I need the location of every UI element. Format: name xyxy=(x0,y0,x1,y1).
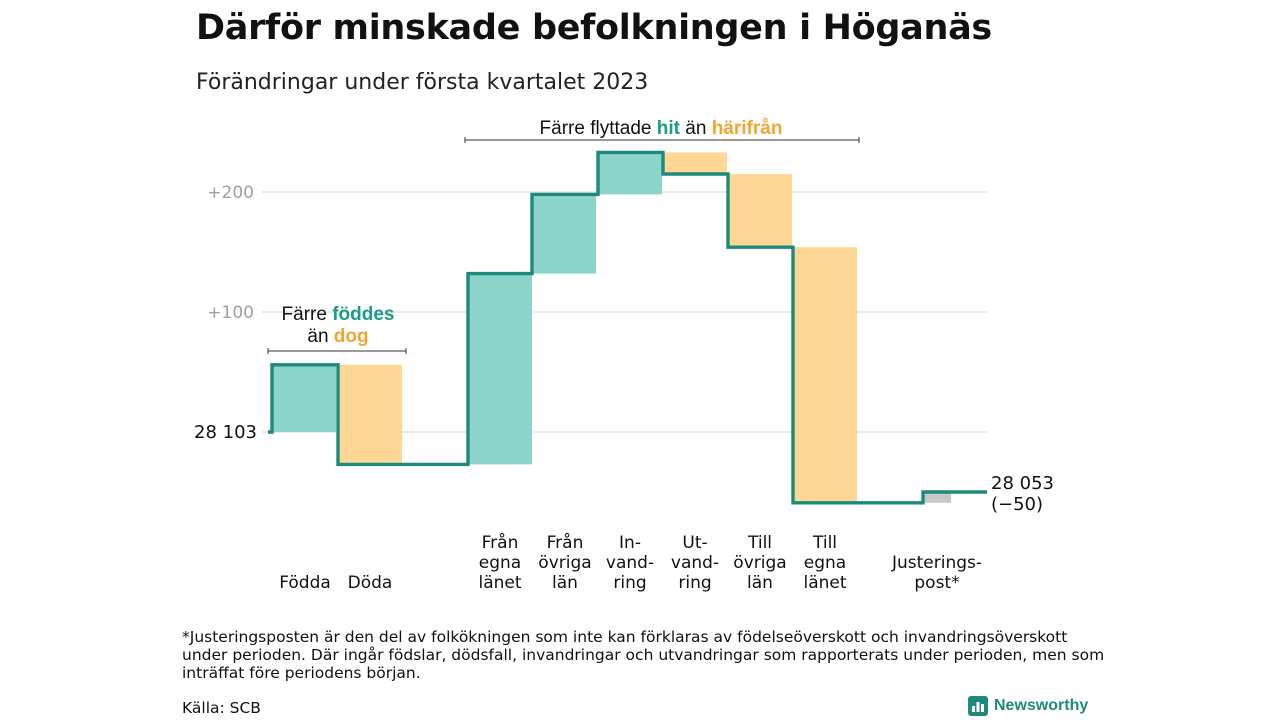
annotation-births-deaths: än dog xyxy=(307,326,368,347)
bar-loss xyxy=(793,247,857,503)
annotation-keyword: härifrån xyxy=(712,118,783,139)
category-label: ring xyxy=(678,573,711,593)
footnote: *Justeringsposten är den del av folkökni… xyxy=(182,628,1105,682)
category-label: Justerings- xyxy=(891,553,982,573)
bar-gain xyxy=(598,152,662,195)
category-label: In- xyxy=(619,533,641,553)
annotation-text: än xyxy=(307,326,333,347)
end-value-label: 28 053 xyxy=(991,473,1054,494)
y-tick-label: +200 xyxy=(207,183,254,203)
category-label: Till xyxy=(747,533,772,553)
category-label: egna xyxy=(804,553,846,573)
category-label: Till xyxy=(812,533,837,553)
brand-logo: Newsworthy xyxy=(968,696,1088,716)
category-label: egna xyxy=(479,553,521,573)
category-label: Födda xyxy=(279,573,331,593)
category-label: länet xyxy=(803,573,846,593)
annotation-births-deaths: Färre föddes xyxy=(282,304,395,325)
bar-gain xyxy=(272,364,336,432)
bar-gain xyxy=(468,273,532,465)
category-label: övriga xyxy=(538,553,591,573)
newsworthy-logo-icon xyxy=(968,696,988,716)
end-value-label: (−50) xyxy=(991,494,1043,515)
category-label: län xyxy=(552,573,578,593)
start-value-label: 28 103 xyxy=(194,422,257,443)
category-label: övriga xyxy=(733,553,786,573)
category-label: Från xyxy=(547,532,584,553)
bar-adjustment xyxy=(923,492,951,503)
waterfall-line xyxy=(268,150,987,505)
bar-gain xyxy=(532,194,596,274)
y-tick-label: +100 xyxy=(207,303,254,323)
running-total-line xyxy=(268,150,987,505)
bar-loss xyxy=(663,152,727,174)
annotation-keyword: föddes xyxy=(332,304,394,325)
source-note: Källa: SCB xyxy=(182,699,261,717)
chart-subtitle: Förändringar under första kvartalet 2023 xyxy=(196,70,649,95)
category-label: Ut- xyxy=(682,533,707,553)
category-label: Från xyxy=(482,532,519,553)
annotation-migration: Färre flyttade hit än härifrån xyxy=(540,118,783,139)
bar-loss xyxy=(728,174,792,248)
bar-loss xyxy=(338,364,402,465)
category-label: Döda xyxy=(348,573,393,593)
brand-name: Newsworthy xyxy=(994,697,1089,714)
chart-title: Därför minskade befolkningen i Höganäs xyxy=(196,8,992,48)
annotation-text: Färre xyxy=(282,304,333,325)
category-label: post* xyxy=(914,573,959,593)
category-label: vand- xyxy=(671,553,719,573)
category-label: vand- xyxy=(606,553,654,573)
annotation-text: än xyxy=(680,118,712,139)
category-label: län xyxy=(747,573,773,593)
annotation-text: Färre flyttade xyxy=(540,118,657,139)
bars xyxy=(272,152,951,503)
category-label: ring xyxy=(613,573,646,593)
category-label: länet xyxy=(478,573,521,593)
annotation-keyword: dog xyxy=(334,326,369,347)
annotation-keyword: hit xyxy=(657,118,681,139)
